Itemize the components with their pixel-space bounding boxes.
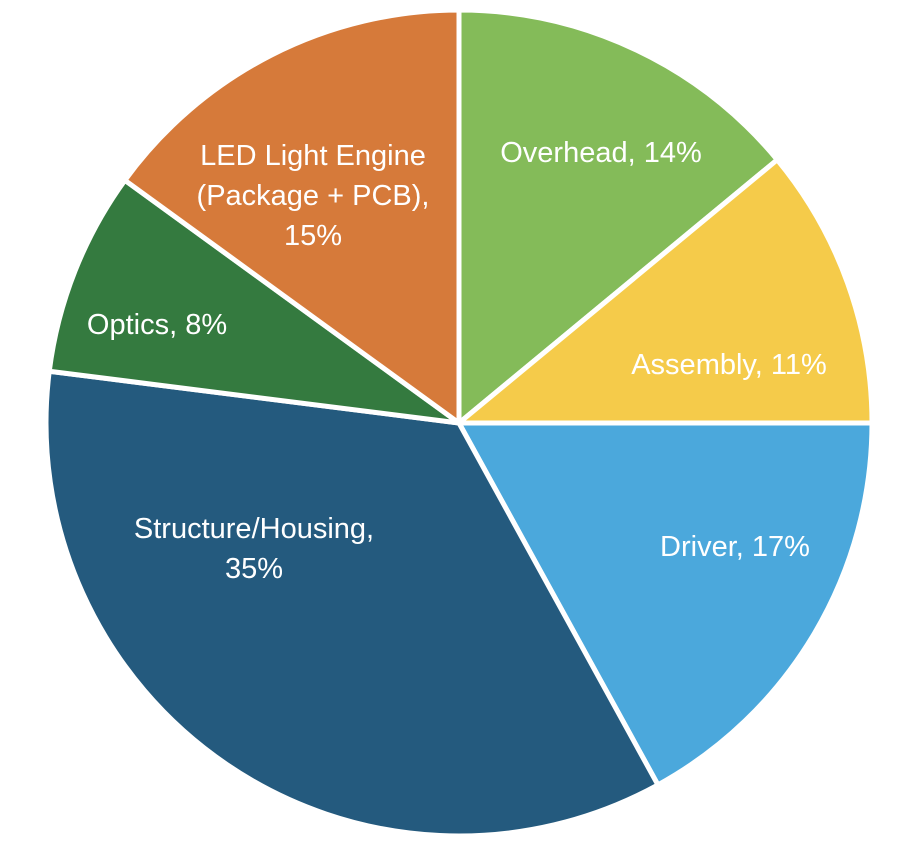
slice-label-assembly: Assembly, 11% xyxy=(631,349,827,381)
slice-label-driver: Driver, 17% xyxy=(660,531,810,563)
slice-label-led-light-engine-package-pcb: LED Light Engine (Package + PCB), 15% xyxy=(197,140,430,252)
slice-label-optics: Optics, 8% xyxy=(87,309,227,341)
slice-label-line: Structure/Housing, xyxy=(134,513,374,545)
slice-label-line: Optics, 8% xyxy=(87,309,227,341)
slice-label-structure-housing: Structure/Housing, 35% xyxy=(134,513,374,585)
slice-label-line: Driver, 17% xyxy=(660,531,810,563)
slice-label-line: LED Light Engine xyxy=(200,140,426,172)
slice-label-line: Overhead, 14% xyxy=(500,137,702,169)
slice-label-line: Assembly, 11% xyxy=(631,349,827,381)
slice-structure-housing xyxy=(43,368,661,839)
slice-led-light-engine-package-pcb xyxy=(122,7,462,426)
slice-optics xyxy=(46,177,462,426)
pie-labels: Overhead, 14% Assembly, 11% Driver, 17% Str… xyxy=(87,137,827,585)
slice-label-line: (Package + PCB), xyxy=(197,180,430,212)
slice-label-line: 15% xyxy=(284,220,342,252)
slice-driver xyxy=(456,420,875,788)
slice-overhead xyxy=(456,7,780,426)
slice-label-overhead: Overhead, 14% xyxy=(500,137,702,169)
pie-slices xyxy=(43,7,875,839)
slice-assembly xyxy=(456,157,875,426)
slice-label-line: 35% xyxy=(225,553,283,585)
